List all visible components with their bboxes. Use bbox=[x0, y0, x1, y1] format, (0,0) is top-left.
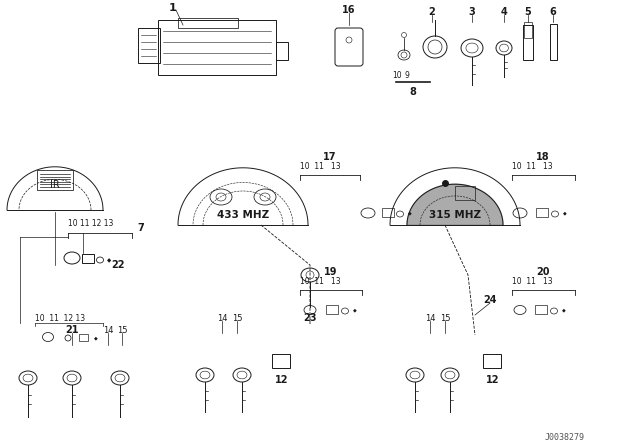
Text: ◆: ◆ bbox=[353, 307, 357, 313]
Bar bbox=[138, 28, 160, 63]
Text: ◆: ◆ bbox=[563, 211, 567, 215]
Bar bbox=[178, 18, 238, 28]
Text: 8: 8 bbox=[410, 87, 417, 97]
Text: ◆: ◆ bbox=[94, 336, 98, 340]
Text: 10  11   13: 10 11 13 bbox=[300, 161, 340, 171]
Text: 10  11   13: 10 11 13 bbox=[512, 276, 552, 285]
Text: ◆: ◆ bbox=[107, 258, 111, 263]
Text: 21: 21 bbox=[65, 325, 79, 335]
Text: 433 MHZ: 433 MHZ bbox=[217, 210, 269, 220]
Text: 16: 16 bbox=[342, 5, 356, 15]
Text: 5: 5 bbox=[525, 7, 531, 17]
Text: 14: 14 bbox=[103, 326, 113, 335]
Bar bbox=[483, 354, 501, 368]
Text: 10  11   13: 10 11 13 bbox=[300, 276, 340, 285]
Text: 24: 24 bbox=[483, 295, 497, 305]
Text: 14: 14 bbox=[425, 314, 435, 323]
Text: 19: 19 bbox=[324, 267, 338, 277]
Polygon shape bbox=[407, 184, 503, 225]
Text: 6: 6 bbox=[550, 7, 556, 17]
Bar bbox=[79, 334, 88, 341]
Bar bbox=[37, 170, 73, 190]
Text: J0038279: J0038279 bbox=[545, 432, 585, 441]
Text: IR: IR bbox=[50, 180, 60, 190]
Text: 10  11   13: 10 11 13 bbox=[512, 161, 552, 171]
Text: 10  11  12 13: 10 11 12 13 bbox=[35, 314, 85, 323]
Bar bbox=[535, 305, 547, 314]
Bar bbox=[524, 22, 532, 38]
Text: 17: 17 bbox=[323, 152, 337, 162]
Text: 15: 15 bbox=[440, 314, 451, 323]
Text: 10: 10 bbox=[392, 70, 402, 79]
Text: 4: 4 bbox=[500, 7, 508, 17]
Bar bbox=[455, 186, 475, 200]
Text: 10 11 12 13: 10 11 12 13 bbox=[68, 219, 113, 228]
Text: 9: 9 bbox=[404, 70, 410, 79]
Bar bbox=[550, 24, 557, 60]
Text: 315 MHZ: 315 MHZ bbox=[429, 210, 481, 220]
Text: ◆: ◆ bbox=[408, 211, 412, 215]
Text: 12: 12 bbox=[275, 375, 289, 385]
Text: 20: 20 bbox=[536, 267, 550, 277]
Text: 2: 2 bbox=[429, 7, 435, 17]
Text: 15: 15 bbox=[116, 326, 127, 335]
Text: 7: 7 bbox=[137, 223, 144, 233]
Bar bbox=[276, 42, 288, 60]
Text: 22: 22 bbox=[111, 260, 125, 270]
Text: ◆: ◆ bbox=[562, 307, 566, 313]
Bar bbox=[523, 25, 533, 60]
Text: 15: 15 bbox=[232, 314, 243, 323]
Bar bbox=[272, 354, 290, 368]
Text: 3: 3 bbox=[468, 7, 476, 17]
Text: 23: 23 bbox=[303, 313, 317, 323]
Bar bbox=[82, 254, 94, 263]
Bar bbox=[536, 208, 548, 217]
Bar bbox=[326, 305, 338, 314]
Text: 14: 14 bbox=[217, 314, 227, 323]
Bar bbox=[158, 20, 276, 75]
Bar bbox=[382, 208, 394, 217]
Text: 1: 1 bbox=[169, 3, 177, 13]
Text: 12: 12 bbox=[486, 375, 500, 385]
Text: 18: 18 bbox=[536, 152, 550, 162]
